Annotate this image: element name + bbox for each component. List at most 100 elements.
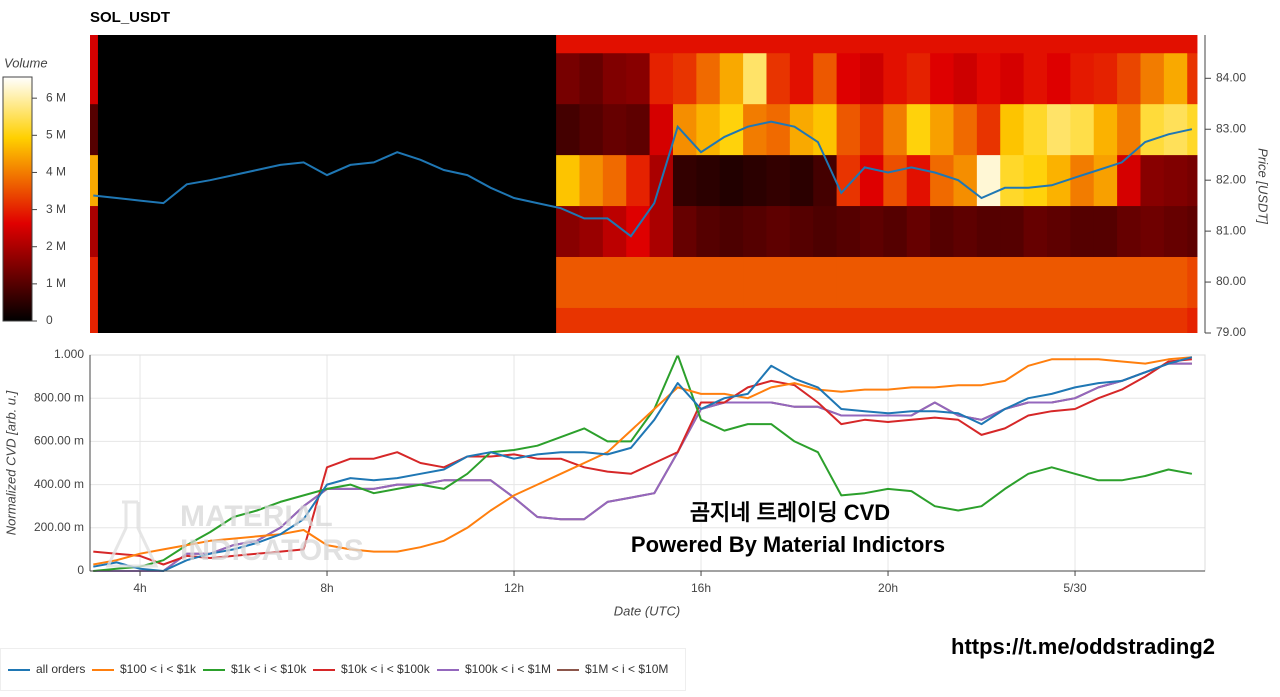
heatmap-cell xyxy=(836,256,861,308)
heatmap-cell xyxy=(90,307,99,333)
footer-link: https://t.me/oddstrading2 xyxy=(951,634,1215,659)
heatmap-cell xyxy=(930,52,954,105)
heatmap-cell xyxy=(789,52,814,105)
heatmap-cell xyxy=(930,35,954,54)
heatmap-cell xyxy=(1187,154,1198,207)
heatmap-cell xyxy=(1117,205,1141,257)
heatmap-cell xyxy=(976,52,1001,105)
heatmap-cell xyxy=(953,154,978,207)
heatmap-cell xyxy=(1163,52,1188,105)
heatmap-cell xyxy=(626,103,651,156)
heatmap-cell xyxy=(90,256,99,308)
heatmap-cell xyxy=(672,35,697,54)
y-tick-label: 80.00 xyxy=(1216,274,1246,288)
heatmap-cell xyxy=(579,307,604,333)
heatmap-cell xyxy=(953,103,978,156)
series-line xyxy=(93,358,1192,566)
heatmap-cell xyxy=(789,35,814,54)
annotation: 곰지네 트레이딩 CVD xyxy=(690,500,890,525)
colorbar xyxy=(2,76,33,322)
heatmap-cell xyxy=(1070,154,1095,207)
y-tick-label: 400.00 m xyxy=(34,477,84,491)
heatmap-cell xyxy=(836,52,861,105)
heatmap-cell xyxy=(930,256,954,308)
heatmap-cell xyxy=(766,205,791,257)
y-tick-label: 800.00 m xyxy=(34,390,84,404)
heatmap-cell xyxy=(1093,205,1118,257)
heatmap-cell xyxy=(626,35,651,54)
x-tick-label: 16h xyxy=(691,581,711,595)
heatmap-cell xyxy=(883,154,908,207)
heatmap-cell xyxy=(672,205,697,257)
heatmap-cell xyxy=(859,35,884,54)
heatmap-cell xyxy=(1023,256,1048,308)
heatmap-cell xyxy=(883,52,908,105)
heatmap-cell xyxy=(1117,52,1141,105)
heatmap-cell xyxy=(836,205,861,257)
heatmap-cell xyxy=(556,103,580,156)
legend-label: $100k < i < $1M xyxy=(465,662,551,676)
heatmap-cell xyxy=(1046,52,1071,105)
heatmap-cell xyxy=(743,307,767,333)
heatmap-cell xyxy=(1000,103,1025,156)
series-line xyxy=(93,356,1192,566)
heatmap-cell xyxy=(556,52,580,105)
x-axis-label: Date (UTC) xyxy=(614,603,680,618)
heatmap-cell xyxy=(90,154,99,207)
heatmap-cell xyxy=(1187,307,1198,333)
heatmap-cell xyxy=(719,35,744,54)
heatmap-cell xyxy=(626,307,651,333)
heatmap-cell xyxy=(1187,35,1198,54)
heatmap-cell xyxy=(649,103,674,156)
heatmap-cell xyxy=(1117,154,1141,207)
heatmap-cell xyxy=(672,256,697,308)
heatmap-cell xyxy=(813,52,838,105)
heatmap-cell xyxy=(719,52,744,105)
heatmap-cell xyxy=(696,307,721,333)
heatmap-cell xyxy=(1046,103,1071,156)
heatmap-cell xyxy=(672,307,697,333)
heatmap-cell xyxy=(626,256,651,308)
heatmap-cell xyxy=(1023,205,1048,257)
heatmap-cell xyxy=(1023,35,1048,54)
lines-layer xyxy=(90,355,1205,572)
heatmap-cell xyxy=(976,35,1001,54)
watermark-icon xyxy=(105,500,159,568)
heatmap-cell xyxy=(883,205,908,257)
watermark: INDICATORS xyxy=(180,534,364,567)
heatmap-cell xyxy=(1187,103,1198,156)
heatmap-cell xyxy=(930,103,954,156)
heatmap-cell xyxy=(672,154,697,207)
heatmap-cell xyxy=(97,35,557,54)
x-tick-label: 20h xyxy=(878,581,898,595)
heatmap-cell xyxy=(602,103,627,156)
heatmap-cell xyxy=(1000,205,1025,257)
colorbar-tick-label: 5 M xyxy=(46,127,66,141)
colorbar-tick-label: 6 M xyxy=(46,90,66,104)
heatmap-cell xyxy=(1163,154,1188,207)
heatmap-cell xyxy=(1140,103,1165,156)
heatmap-cell xyxy=(766,154,791,207)
heatmap-cell xyxy=(766,307,791,333)
heatmap-cell xyxy=(1140,52,1165,105)
heatmap-cell xyxy=(649,256,674,308)
y-tick-label: 600.00 m xyxy=(34,434,84,448)
heatmap-cell xyxy=(602,52,627,105)
heatmap-cell xyxy=(719,103,744,156)
heatmap-cell xyxy=(836,154,861,207)
heatmap-cell xyxy=(930,205,954,257)
heatmap-cell xyxy=(1070,256,1095,308)
heatmap-cell xyxy=(1117,35,1141,54)
heatmap-cell xyxy=(836,307,861,333)
heatmap-cell xyxy=(743,256,767,308)
heatmap-cell xyxy=(1163,103,1188,156)
heatmap-cell xyxy=(719,154,744,207)
heatmap-cell xyxy=(906,205,931,257)
heatmap-cell xyxy=(976,103,1001,156)
heatmap-cell xyxy=(859,256,884,308)
heatmap-cell xyxy=(1163,256,1188,308)
heatmap-cell xyxy=(1046,205,1071,257)
heatmap-cell xyxy=(579,52,604,105)
heatmap-cell xyxy=(930,307,954,333)
heatmap-cell xyxy=(556,35,580,54)
